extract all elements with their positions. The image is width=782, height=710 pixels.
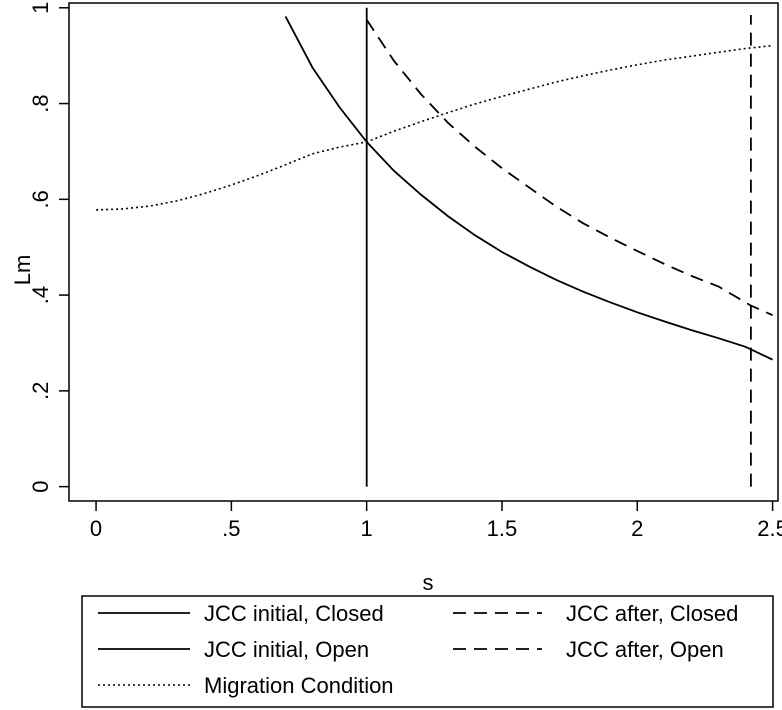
legend-box xyxy=(81,595,774,708)
legend-label-jcc-initial-closed: JCC initial, Closed xyxy=(204,601,384,626)
y-tick-label: .2 xyxy=(28,382,53,400)
x-tick-label: .5 xyxy=(222,516,240,541)
x-tick-label: 2 xyxy=(631,516,643,541)
legend-label-jcc-after-closed: JCC after, Closed xyxy=(566,601,738,626)
x-tick-label: 0 xyxy=(90,516,102,541)
y-tick-label: .4 xyxy=(28,286,53,304)
y-tick-label: 1 xyxy=(28,2,53,14)
x-tick-label: 1 xyxy=(361,516,373,541)
plot-lines xyxy=(96,7,773,487)
plot-frame xyxy=(68,2,779,502)
legend-label-jcc-initial-open: JCC initial, Open xyxy=(204,637,369,662)
series-line-migration-condition xyxy=(96,44,773,211)
legend-label-jcc-after-open: JCC after, Open xyxy=(566,637,724,662)
x-axis-title: s xyxy=(423,570,434,595)
y-axis-title: Lm xyxy=(10,255,35,286)
x-tick-label: 1.5 xyxy=(487,516,518,541)
y-tick-label: 0 xyxy=(28,481,53,493)
y-axis: 0 .2 .4 .6 .8 1 xyxy=(28,2,69,493)
series-line-jcc-after-open xyxy=(365,19,773,317)
legend: JCC initial, Closed JCC after, Closed JCC … xyxy=(81,595,774,708)
x-axis: 0 .5 1 1.5 2 2.5 xyxy=(90,501,782,541)
x-tick-label: 2.5 xyxy=(757,516,782,541)
y-tick-label: .6 xyxy=(28,190,53,208)
legend-label-migration-condition: Migration Condition xyxy=(204,673,394,698)
y-tick-label: .8 xyxy=(28,94,53,112)
